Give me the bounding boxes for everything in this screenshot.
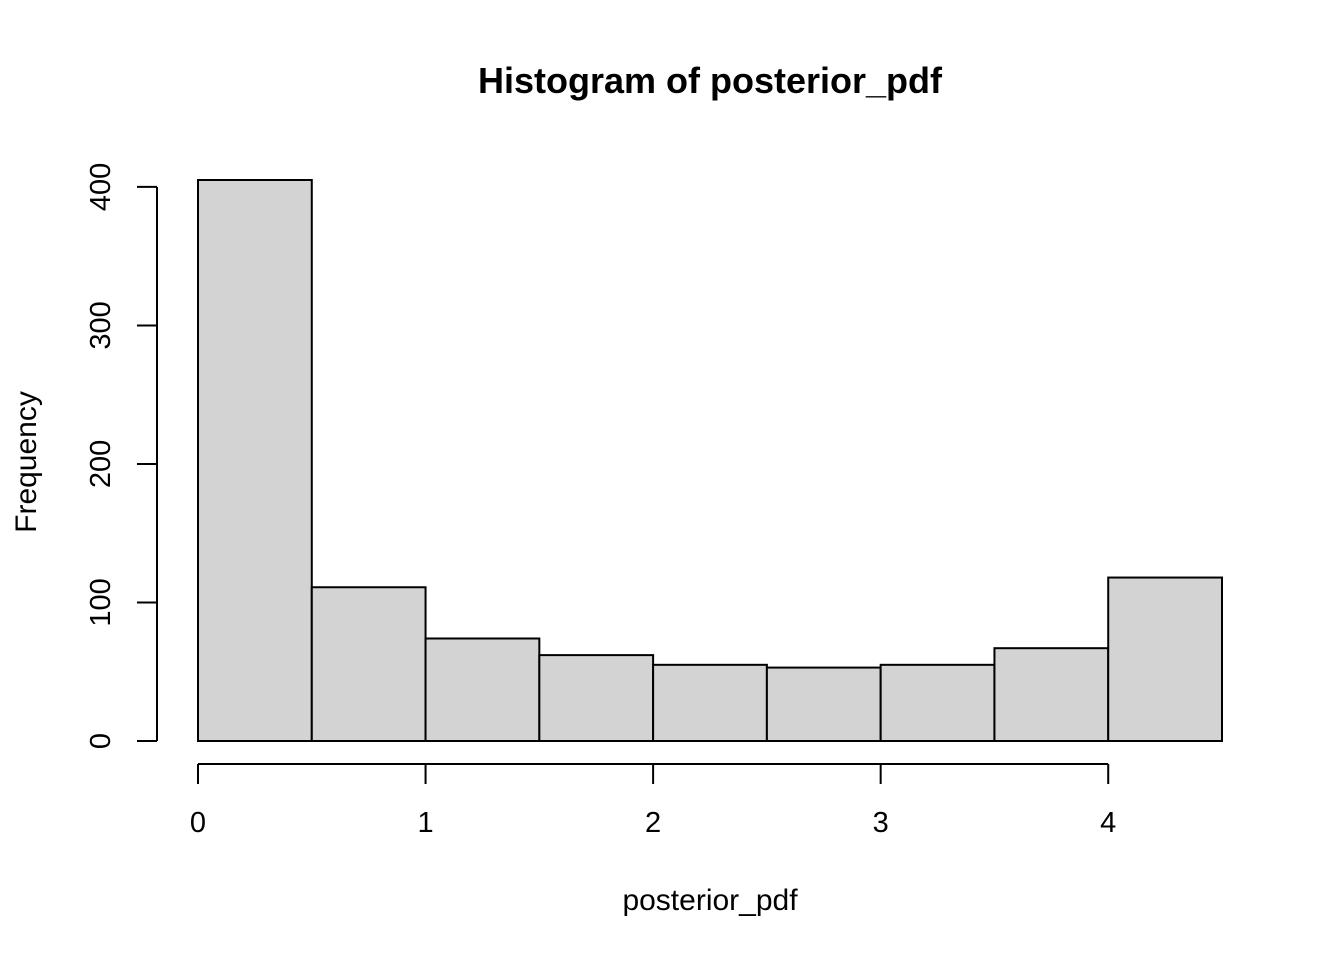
x-axis: 0 1 2 3 4 bbox=[190, 763, 1116, 839]
y-tick-label: 100 bbox=[85, 578, 117, 626]
y-tick-label: 0 bbox=[85, 733, 117, 749]
histogram-bar bbox=[879, 663, 996, 743]
x-tick-label: 4 bbox=[1100, 807, 1116, 839]
bars-group bbox=[197, 179, 1223, 743]
y-axis-label: Frequency bbox=[10, 391, 43, 533]
histogram-bar bbox=[538, 654, 655, 743]
x-tick-label: 3 bbox=[873, 807, 889, 839]
y-tick-label: 400 bbox=[85, 163, 117, 211]
histogram-bar bbox=[765, 666, 882, 743]
histogram-bar bbox=[993, 647, 1110, 742]
histogram-bar bbox=[652, 663, 768, 743]
histogram-bar bbox=[310, 586, 427, 742]
y-tick-label: 300 bbox=[85, 301, 117, 349]
histogram-bar bbox=[424, 637, 541, 742]
x-tick-label: 1 bbox=[417, 807, 433, 839]
x-tick-label: 0 bbox=[190, 807, 206, 839]
histogram-bar bbox=[1107, 576, 1223, 743]
y-axis: 0 100 200 300 400 bbox=[85, 163, 158, 749]
y-tick-label: 200 bbox=[85, 440, 117, 488]
x-tick-label: 2 bbox=[645, 807, 661, 839]
x-axis-label: posterior_pdf bbox=[622, 884, 798, 917]
histogram-bar bbox=[197, 179, 313, 742]
chart-title: Histogram of posterior_pdf bbox=[478, 60, 943, 101]
